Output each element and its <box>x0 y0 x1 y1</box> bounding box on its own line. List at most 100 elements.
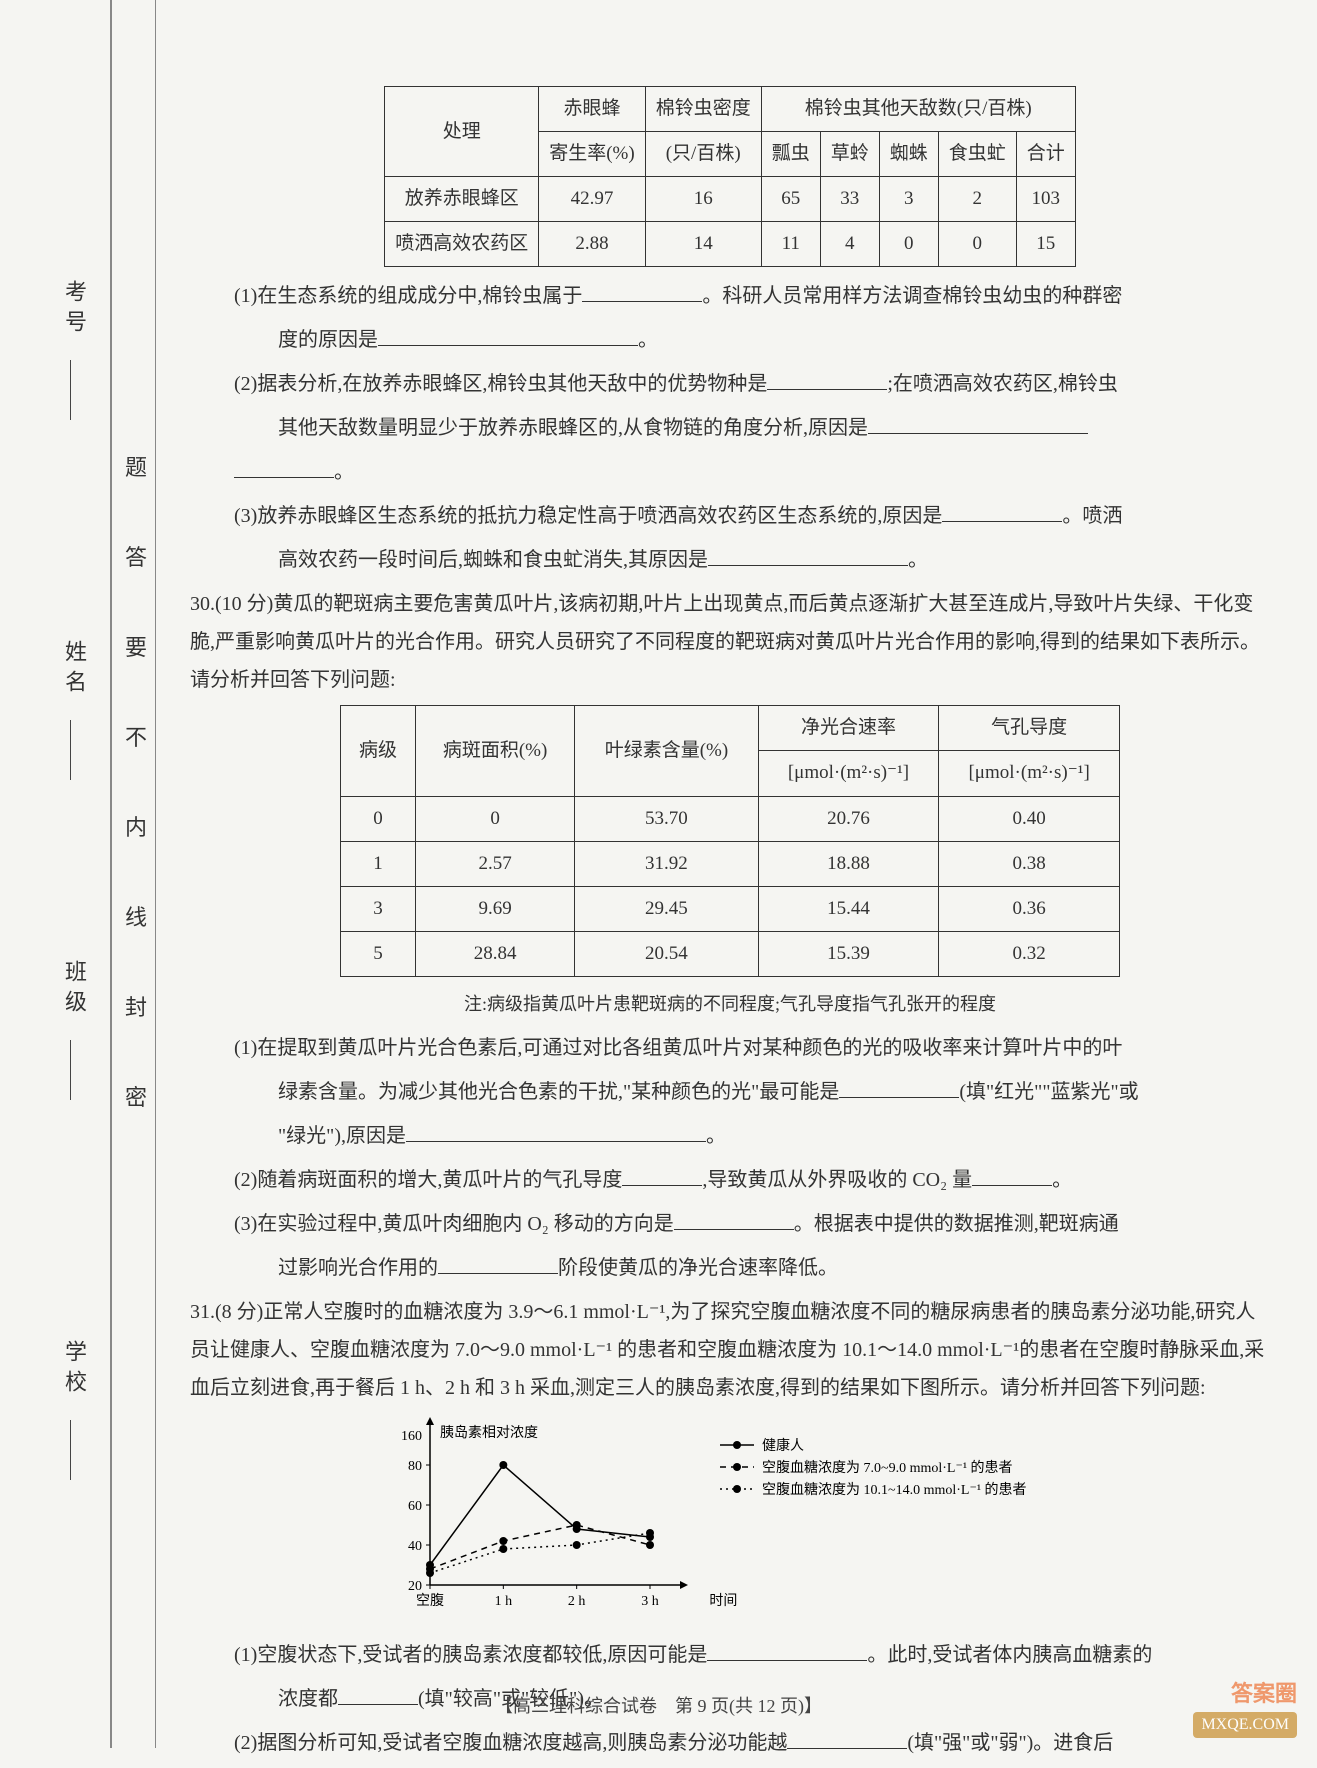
blank <box>972 1166 1052 1186</box>
q30-3: (3)在实验过程中,黄瓜叶肉细胞内 O₂ 移动的方向是 。根据表中提供的数据推测,… <box>190 1205 1270 1243</box>
cell: 2.57 <box>415 841 574 886</box>
cell: 15.39 <box>758 931 939 976</box>
cell: 3 <box>341 886 416 931</box>
side-line <box>70 720 71 780</box>
svg-text:60: 60 <box>408 1499 422 1514</box>
svg-text:3 h: 3 h <box>641 1594 659 1609</box>
seal-line-column: 题 答 要 不 内 线 封 密 <box>120 0 150 1748</box>
unit: [μmol·(m²·s)⁻¹] <box>758 751 939 796</box>
svg-text:胰岛素相对浓度: 胰岛素相对浓度 <box>440 1425 538 1441</box>
cell: 0 <box>341 796 416 841</box>
text: (2)据表分析,在放养赤眼蜂区,棉铃虫其他天敌中的优势物种是 <box>234 373 767 395</box>
cell: 2.88 <box>539 222 645 267</box>
table-row: 39.6929.4515.440.36 <box>341 886 1120 931</box>
text: (填"红光""蓝紫光"或 <box>959 1081 1138 1103</box>
cell: 16 <box>645 177 761 222</box>
blank <box>378 326 638 346</box>
blank <box>406 1122 706 1142</box>
th: 赤眼蜂 <box>539 87 645 132</box>
table-predator-data: 处理 赤眼蜂 棉铃虫密度 棉铃虫其他天敌数(只/百株) 寄生率(%) (只/百株… <box>384 86 1076 267</box>
page-content: 处理 赤眼蜂 棉铃虫密度 棉铃虫其他天敌数(只/百株) 寄生率(%) (只/百株… <box>190 80 1270 1768</box>
text: (填"强"或"弱")。进食后 <box>907 1732 1113 1754</box>
cell: 4 <box>820 222 879 267</box>
q31-intro: 31.(8 分)正常人空腹时的血糖浓度为 3.9～6.1 mmol·L⁻¹,为了… <box>190 1293 1270 1407</box>
cell: 0.36 <box>939 886 1120 931</box>
text: (3)在实验过程中,黄瓜叶肉细胞内 O₂ 移动的方向是 <box>234 1213 674 1235</box>
blank <box>868 414 1088 434</box>
seal-char: 不 <box>124 720 148 752</box>
cell: 20.76 <box>758 796 939 841</box>
table-row: 0053.7020.760.40 <box>341 796 1120 841</box>
cell: 20.54 <box>575 931 758 976</box>
th: 蜘蛛 <box>879 132 938 177</box>
blank <box>438 1254 558 1274</box>
text: 。此时,受试者体内胰高血糖素的 <box>867 1644 1152 1666</box>
cell: 9.69 <box>415 886 574 931</box>
q29-2b: 其他天敌数量明显少于放养赤眼蜂区的,从食物链的角度分析,原因是 <box>190 409 1270 447</box>
seal-char: 答 <box>124 540 148 572</box>
q29-1: (1)在生态系统的组成成分中,棉铃虫属于。科研人员常用样方法调查棉铃虫幼虫的种群… <box>190 277 1270 315</box>
table-note: 注:病级指黄瓜叶片患靶斑病的不同程度;气孔导度指气孔张开的程度 <box>190 987 1270 1021</box>
q30-2: (2)随着病斑面积的增大,黄瓜叶片的气孔导度,导致黄瓜从外界吸收的 CO₂ 量。 <box>190 1161 1270 1199</box>
q30-intro: 30.(10 分)黄瓜的靶斑病主要危害黄瓜叶片,该病初期,叶片上出现黄点,而后黄… <box>190 585 1270 699</box>
table-row: 12.5731.9218.880.38 <box>341 841 1120 886</box>
q30-1: (1)在提取到黄瓜叶片光合色素后,可通过对比各组黄瓜叶片对某种颜色的光的吸收率来… <box>190 1029 1270 1067</box>
cell: 15.44 <box>758 886 939 931</box>
blank <box>707 1641 867 1661</box>
margin-rule-outer <box>110 0 112 1748</box>
svg-text:空腹血糖浓度为 10.1~14.0 mmol·L⁻¹ 的患者: 空腹血糖浓度为 10.1~14.0 mmol·L⁻¹ 的患者 <box>762 1481 1027 1498</box>
cell: 103 <box>1016 177 1075 222</box>
text: (2)据图分析可知,受试者空腹血糖浓度越高,则胰岛素分泌功能越 <box>234 1732 787 1754</box>
svg-text:时间: 时间 <box>709 1593 737 1609</box>
th: 草蛉 <box>820 132 879 177</box>
q31-2: (2)据图分析可知,受试者空腹血糖浓度越高,则胰岛素分泌功能越 (填"强"或"弱"… <box>190 1724 1270 1762</box>
svg-text:20: 20 <box>408 1579 422 1594</box>
text: (2)随着病斑面积的增大,黄瓜叶片的气孔导度 <box>234 1169 622 1191</box>
cell: 11 <box>761 222 820 267</box>
svg-text:160: 160 <box>401 1429 422 1444</box>
seal-char: 要 <box>124 630 148 662</box>
cell: 0.38 <box>939 841 1120 886</box>
th: 气孔导度 <box>939 706 1120 751</box>
blank <box>787 1729 907 1749</box>
text: 高效农药一段时间后,蜘蛛和食虫虻消失,其原因是 <box>278 549 708 571</box>
th: 净光合速率 <box>758 706 939 751</box>
q30-3b: 过影响光合作用的阶段使黄瓜的净光合速率降低。 <box>190 1249 1270 1287</box>
q30-1c: "绿光"),原因是。 <box>190 1117 1270 1155</box>
cell: 0.40 <box>939 796 1120 841</box>
cell: 18.88 <box>758 841 939 886</box>
cell: 5 <box>341 931 416 976</box>
text: ;在喷洒高效农药区,棉铃虫 <box>887 373 1118 395</box>
blank <box>839 1078 959 1098</box>
cell: 0.32 <box>939 931 1120 976</box>
cell: 29.45 <box>575 886 758 931</box>
cell: 0 <box>415 796 574 841</box>
cell: 2 <box>938 177 1016 222</box>
side-label-name: 姓名 <box>58 640 90 700</box>
side-label-school: 学校 <box>58 1340 90 1400</box>
blank <box>674 1210 794 1230</box>
table-row: 喷洒高效农药区 2.88 14 11 4 0 0 15 <box>385 222 1076 267</box>
text: (1)在提取到黄瓜叶片光合色素后,可通过对比各组黄瓜叶片对某种颜色的光的吸收率来… <box>234 1037 1122 1059</box>
q29-3: (3)放养赤眼蜂区生态系统的抵抗力稳定性高于喷洒高效农药区生态系统的,原因是。喷… <box>190 497 1270 535</box>
svg-text:空腹血糖浓度为 7.0~9.0 mmol·L⁻¹ 的患者: 空腹血糖浓度为 7.0~9.0 mmol·L⁻¹ 的患者 <box>762 1459 1013 1476</box>
side-line <box>70 1420 71 1480</box>
text: 。科研人员常用样方法调查棉铃虫幼虫的种群密 <box>702 285 1122 307</box>
th: 叶绿素含量(%) <box>575 706 758 796</box>
q29-2: (2)据表分析,在放养赤眼蜂区,棉铃虫其他天敌中的优势物种是 ;在喷洒高效农药区,… <box>190 365 1270 403</box>
text: 。根据表中提供的数据推测,靶斑病通 <box>794 1213 1119 1235</box>
blank <box>708 546 908 566</box>
seal-char: 题 <box>124 450 148 482</box>
cell: 喷洒高效农药区 <box>385 222 539 267</box>
chart-svg: 20406080160胰岛素相对浓度空腹1 h2 h3 h时间健康人空腹血糖浓度… <box>370 1415 1090 1615</box>
svg-text:健康人: 健康人 <box>762 1437 804 1454</box>
blank <box>942 502 1062 522</box>
text: 其他天敌数量明显少于放养赤眼蜂区的,从食物链的角度分析,原因是 <box>278 417 868 439</box>
table-row: 528.8420.5415.390.32 <box>341 931 1120 976</box>
blank <box>234 458 334 478</box>
th: 处理 <box>385 87 539 177</box>
th: (只/百株) <box>645 132 761 177</box>
q31-1: (1)空腹状态下,受试者的胰岛素浓度都较低,原因可能是。此时,受试者体内胰高血糖… <box>190 1636 1270 1674</box>
blank <box>767 370 887 390</box>
side-label-class: 班级 <box>58 960 90 1020</box>
